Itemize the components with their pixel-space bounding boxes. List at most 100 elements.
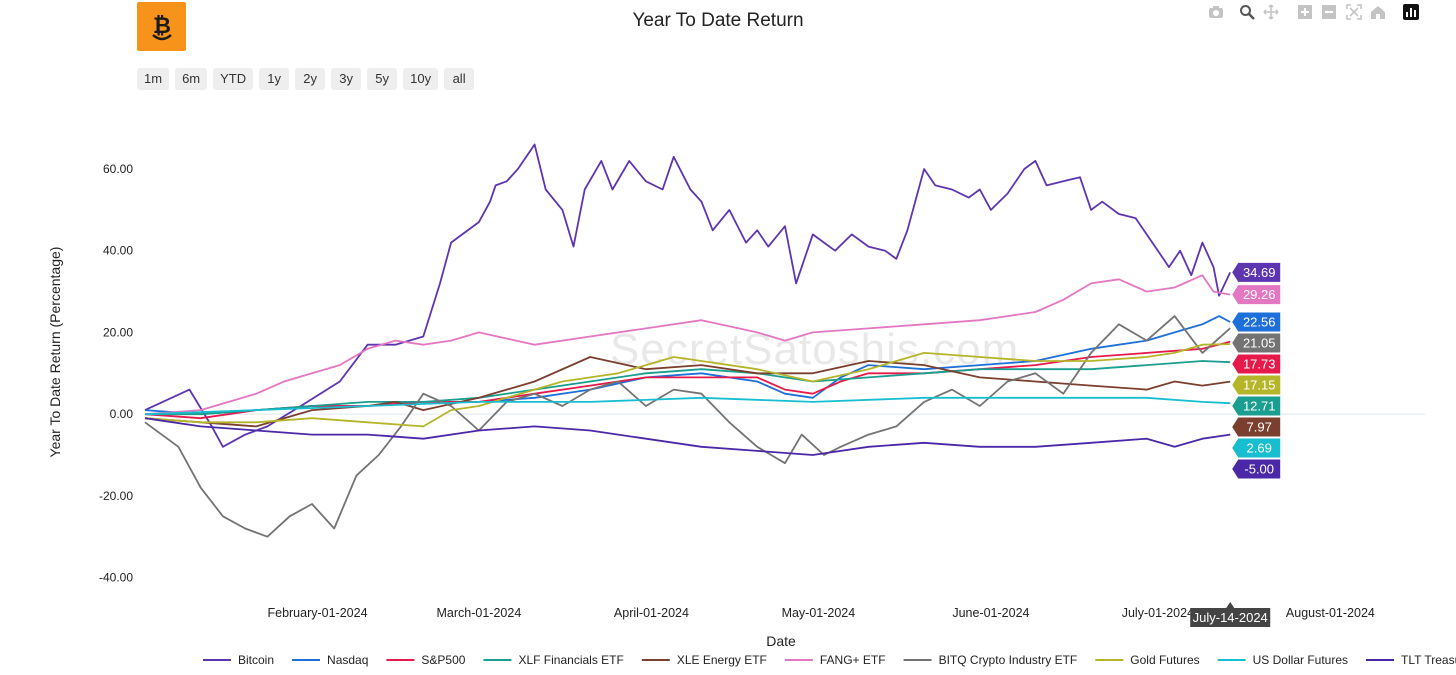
end-value-label: 7.97	[1232, 417, 1281, 437]
legend-label: FANG+ ETF	[820, 653, 886, 667]
x-axis-title: Date	[766, 633, 796, 649]
bitcoin-logo-icon: ₿	[151, 13, 172, 40]
svg-text:₿: ₿	[153, 13, 171, 38]
y-tick-label: 40.00	[103, 244, 133, 258]
legend-item[interactable]: FANG+ ETF	[784, 653, 886, 667]
range-button-ytd[interactable]: YTD	[213, 68, 254, 90]
legend-item[interactable]: Gold Futures	[1095, 653, 1200, 667]
chart-title: Year To Date Return	[632, 10, 804, 31]
series-line-tlt-treasury-bond-etf	[144, 417, 1231, 456]
end-value-text: 34.69	[1243, 265, 1276, 280]
end-value-box	[1232, 459, 1281, 479]
zoom-in-icon[interactable]	[1296, 4, 1314, 22]
end-value-text: -5.00	[1244, 461, 1274, 476]
legend-label: BITQ Crypto Industry ETF	[939, 653, 1078, 667]
legend-item[interactable]: Bitcoin	[203, 653, 274, 667]
home-icon[interactable]	[1369, 4, 1387, 22]
range-button-6m[interactable]: 6m	[175, 68, 208, 90]
end-value-label: 2.69	[1232, 438, 1281, 458]
modebar	[1200, 4, 1440, 24]
y-tick-label: -40.00	[99, 571, 133, 585]
end-value-label: 17.15	[1232, 375, 1281, 395]
series-line-xlf-financials-etf	[145, 360, 1231, 416]
end-value-box	[1232, 312, 1281, 332]
end-value-label: 17.73	[1232, 354, 1281, 374]
end-value-box	[1232, 438, 1281, 458]
end-value-box	[1232, 417, 1281, 437]
legend-item[interactable]: XLF Financials ETF	[483, 653, 624, 667]
range-selector: 1m 6m YTD 1y 2y 3y 5y 10y all	[137, 68, 475, 90]
end-value-text: 22.56	[1243, 314, 1276, 329]
zoom-icon[interactable]	[1238, 4, 1256, 22]
legend-label: XLF Financials ETF	[518, 653, 623, 667]
end-value-text: 2.69	[1247, 440, 1272, 455]
range-button-10y[interactable]: 10y	[403, 68, 439, 90]
x-tick-label: March-01-2024	[437, 606, 522, 620]
y-tick-label: 60.00	[103, 162, 133, 176]
end-value-label: 12.71	[1232, 396, 1281, 416]
hover-date-box	[1190, 602, 1271, 627]
end-value-label: 34.69	[1232, 262, 1281, 282]
series-line-us-dollar-futures	[144, 396, 1231, 416]
pan-icon[interactable]	[1262, 4, 1280, 22]
end-value-text: 7.97	[1247, 419, 1272, 434]
legend-label: US Dollar Futures	[1253, 653, 1348, 667]
legend-label: Gold Futures	[1130, 653, 1199, 667]
y-tick-label: -20.00	[99, 489, 133, 503]
plotly-logo-icon[interactable]	[1402, 4, 1420, 22]
zoom-out-icon[interactable]	[1320, 4, 1338, 22]
legend-item[interactable]: S&P500	[386, 653, 466, 667]
bitcoin-smile-logo[interactable]: ₿	[137, 2, 186, 51]
range-button-5y[interactable]: 5y	[367, 68, 398, 90]
range-button-1y[interactable]: 1y	[259, 68, 290, 90]
legend-item[interactable]: BITQ Crypto Industry ETF	[903, 653, 1078, 667]
legend-item[interactable]: XLE Energy ETF	[641, 653, 767, 667]
end-value-label: 21.05	[1232, 333, 1281, 353]
y-tick-label: 0.00	[110, 407, 134, 421]
range-button-1m[interactable]: 1m	[137, 68, 170, 90]
autoscale-icon[interactable]	[1345, 4, 1363, 22]
legend-label: Nasdaq	[327, 653, 368, 667]
legend-label: Bitcoin	[238, 653, 274, 667]
series-line-fang-etf	[144, 274, 1231, 416]
camera-icon[interactable]	[1207, 4, 1225, 22]
x-tick-label: April-01-2024	[614, 606, 689, 620]
series-line-gold-futures	[144, 343, 1231, 428]
end-value-text: 29.26	[1243, 287, 1276, 302]
x-tick-label: July-01-2024	[1122, 606, 1194, 620]
legend-item[interactable]: TLT Treasury Bond ETF	[1366, 653, 1456, 667]
end-value-text: 17.15	[1243, 377, 1276, 392]
x-tick-label: May-01-2024	[782, 606, 856, 620]
end-value-box	[1232, 354, 1281, 374]
range-button-all[interactable]: all	[444, 68, 475, 90]
end-value-box	[1232, 333, 1281, 353]
end-value-text: 12.71	[1243, 398, 1276, 413]
series-line-nasdaq	[144, 315, 1231, 416]
end-value-box	[1232, 262, 1281, 282]
x-tick-label: June-01-2024	[952, 606, 1029, 620]
end-value-box	[1232, 375, 1281, 395]
end-value-text: 21.05	[1243, 335, 1276, 350]
legend-label: TLT Treasury Bond ETF	[1401, 653, 1456, 667]
end-value-box	[1232, 285, 1281, 305]
y-axis-title: Year To Date Return (Percentage)	[47, 247, 63, 458]
range-button-3y[interactable]: 3y	[331, 68, 362, 90]
end-value-box	[1232, 396, 1281, 416]
hover-date-text: July-14-2024	[1193, 610, 1268, 625]
series-line-bitcoin	[144, 143, 1232, 448]
legend-label: XLE Energy ETF	[677, 653, 767, 667]
x-tick-label: February-01-2024	[267, 606, 367, 620]
legend-item[interactable]: Nasdaq	[292, 653, 368, 667]
end-value-label: 29.26	[1232, 285, 1281, 305]
x-tick-label: August-01-2024	[1286, 606, 1375, 620]
range-button-2y[interactable]: 2y	[295, 68, 326, 90]
end-value-text: 17.73	[1243, 356, 1276, 371]
end-value-label: 22.56	[1232, 312, 1281, 332]
legend-item[interactable]: US Dollar Futures	[1217, 653, 1348, 667]
hover-date-label: July-14-2024	[1190, 602, 1271, 627]
legend-label: S&P500	[421, 653, 465, 667]
series-line-bitq-crypto-industry-etf	[144, 315, 1231, 538]
end-value-label: -5.00	[1232, 459, 1281, 479]
